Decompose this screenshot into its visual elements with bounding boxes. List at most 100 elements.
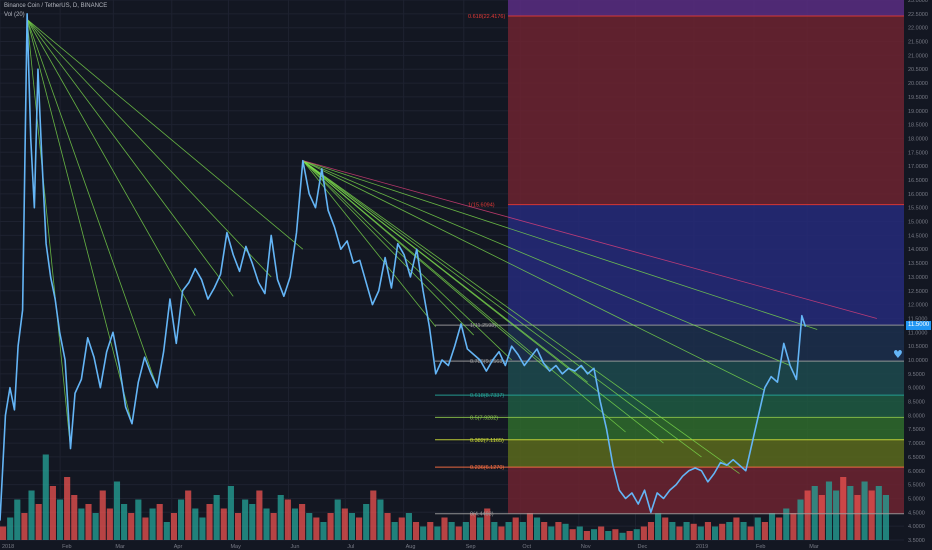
fib-label: 0.236(6.1270) [470,465,504,471]
volume-bar [541,522,548,540]
volume-bar [526,513,533,540]
y-tick-label: 13.5000 [908,261,928,267]
fib-label: 0.618(22.4176) [468,14,505,20]
x-tick-label: Sep [466,544,476,550]
volume-bar [284,499,291,540]
y-tick-label: 9.5000 [908,372,925,378]
y-tick-label: 5.0000 [908,496,925,502]
volume-bar [875,486,882,540]
volume-bar [569,529,576,540]
fib-label: 0.382(7.1165) [470,438,504,444]
fib-zone [508,439,904,468]
volume-bar [726,522,733,540]
fan-line [302,160,765,391]
fan-line [302,160,740,474]
volume-bar [498,526,505,540]
x-tick-label: Nov [581,544,591,550]
volume-bar [163,522,170,540]
volume-bar [797,499,804,540]
fan-line [302,160,512,361]
volume-bar [64,477,71,540]
y-tick-label: 11.5000 [908,316,927,322]
y-tick-label: 17.5000 [908,150,928,156]
y-tick-label: 12.0000 [908,303,928,309]
fan-lines [26,19,877,474]
y-tick-label: 12.5000 [908,289,928,295]
y-tick-label: 19.5000 [908,95,928,101]
volume-bar [534,517,541,540]
volume-bar [868,490,875,540]
volume-bar [804,490,811,540]
y-tick-label: 4.0000 [908,524,925,530]
volume-bar [249,504,256,540]
volume-bar [263,508,270,540]
volume-bar [505,522,512,540]
fan-line [302,160,626,433]
volume-bar [178,499,185,540]
x-tick-label: Oct [522,544,531,550]
volume-bar [768,513,776,540]
y-tick-label: 4.5000 [908,510,925,516]
volume-bar [242,499,249,540]
volume-bar [590,529,598,540]
volume-bar [14,499,21,540]
fib-label: 1(11.2598) [470,323,496,329]
volume-bar [35,504,42,540]
y-tick-label: 10.0000 [908,358,928,364]
x-tick-label: Apr [174,544,183,550]
volume-bar [647,522,655,540]
volume-bar [491,522,498,540]
volume-bar [99,490,106,540]
volume-bar [192,508,199,540]
volume-bar [555,522,562,540]
volume-bar [469,513,477,540]
x-tick-label: Aug [406,544,416,550]
volume-bar [306,513,313,540]
volume-bar [484,508,491,540]
volume-bar [334,499,341,540]
y-tick-label: 14.0000 [908,247,928,253]
y-tick-label: 13.0000 [908,275,928,281]
price-axis: 3.5000 4.0000 4.5000 5.0000 5.5000 6.0000 6.50… [904,0,932,550]
volume-bar [612,529,619,540]
volume-bar [149,508,156,540]
volume-bar [313,517,320,540]
y-tick-label: 21.5000 [908,40,928,46]
volume-bar [847,486,854,540]
volume-bar [227,486,234,540]
volume-bar [42,454,49,540]
x-tick-label: 2018 [2,544,14,550]
volume-bar [690,523,697,540]
fib-label: 0.786(9.9563) [470,359,504,365]
volume-bar [391,522,398,540]
y-tick-label: 5.5000 [908,483,925,489]
fan-line [302,160,664,444]
fib-zone [508,395,904,418]
fan-line [302,160,702,458]
volume-bar [348,513,355,540]
y-tick-label: 9.0000 [908,386,925,392]
volume-bar [733,517,740,540]
volume-bar [619,532,626,540]
volume-bar [683,522,690,540]
y-tick-label: 22.5000 [908,12,928,18]
volume-bar [341,508,348,540]
volume-bar [833,490,840,540]
time-axis: 2018 Feb Mar Apr May Jun Jul Aug Sep Oct Nov Dec 201… [2,544,819,550]
volume-bar [92,513,99,540]
fan-line [26,19,71,449]
volume-bar [78,508,85,540]
volume-bar [85,504,92,540]
volume-bar [740,522,747,540]
volume-bar [811,486,818,540]
fan-line [26,19,272,278]
volume-bar [441,517,448,540]
volume-bar [412,522,420,540]
volume-bar [712,526,719,540]
volume-bar [121,504,128,540]
volume-bar [106,508,113,540]
volume-bar [626,531,633,540]
volume-bar [676,526,683,540]
heart-icon[interactable]: ♥ [893,348,903,361]
